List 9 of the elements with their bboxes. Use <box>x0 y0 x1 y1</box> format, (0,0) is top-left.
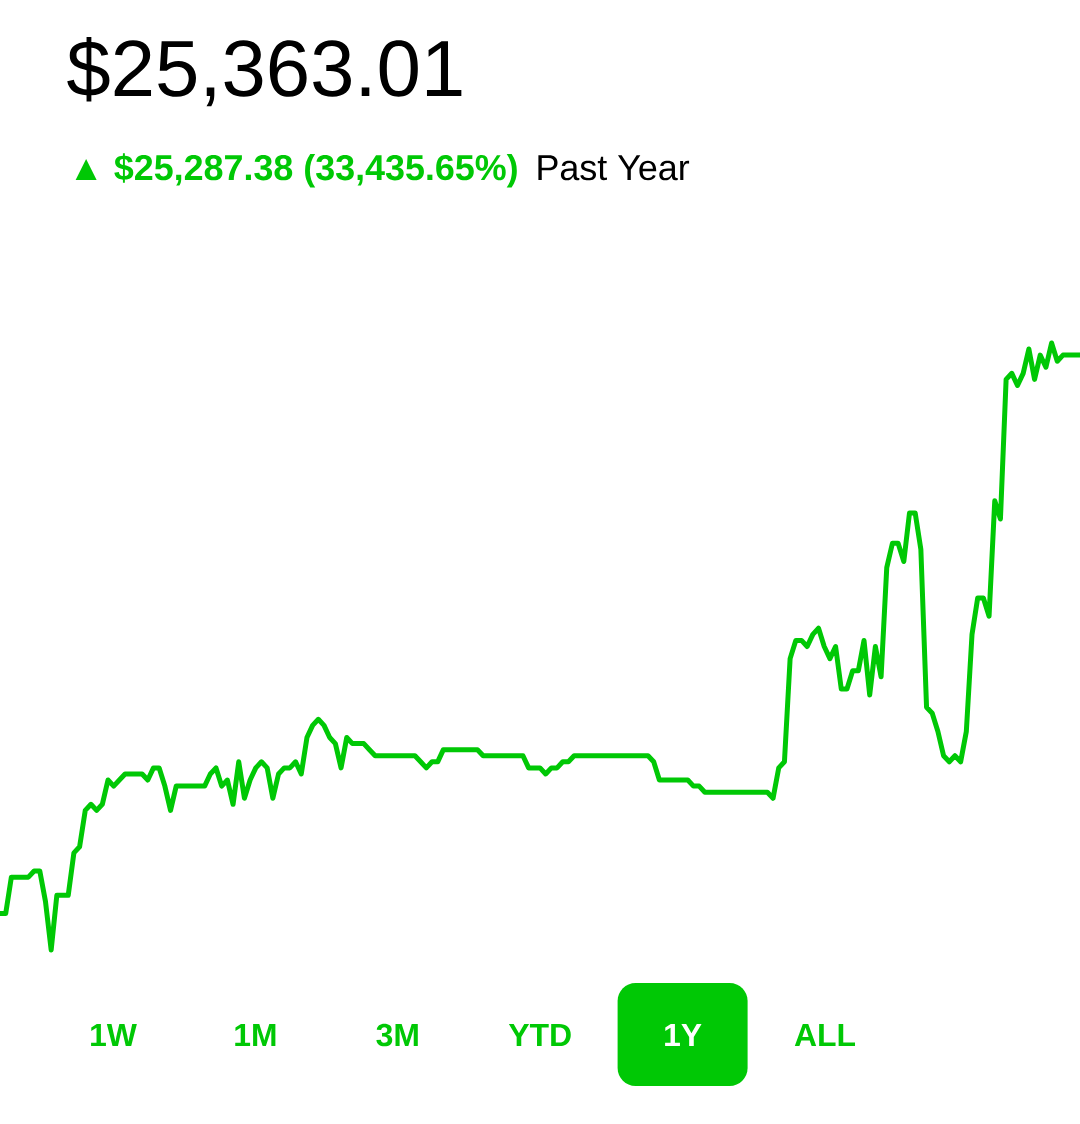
text: 1W <box>91 1024 137 1046</box>
text: 1M <box>235 1024 276 1046</box>
text: 1Y <box>665 1024 702 1046</box>
chart-title: $25,363.01 <box>67 36 462 107</box>
chart-subtitle: ▲ $25,287.38 (33,435.65%) <box>75 153 517 188</box>
text: 3M <box>376 1023 418 1047</box>
text: Past Year <box>538 155 690 181</box>
text: ALL <box>794 1024 856 1046</box>
text: YTD <box>508 1024 571 1046</box>
